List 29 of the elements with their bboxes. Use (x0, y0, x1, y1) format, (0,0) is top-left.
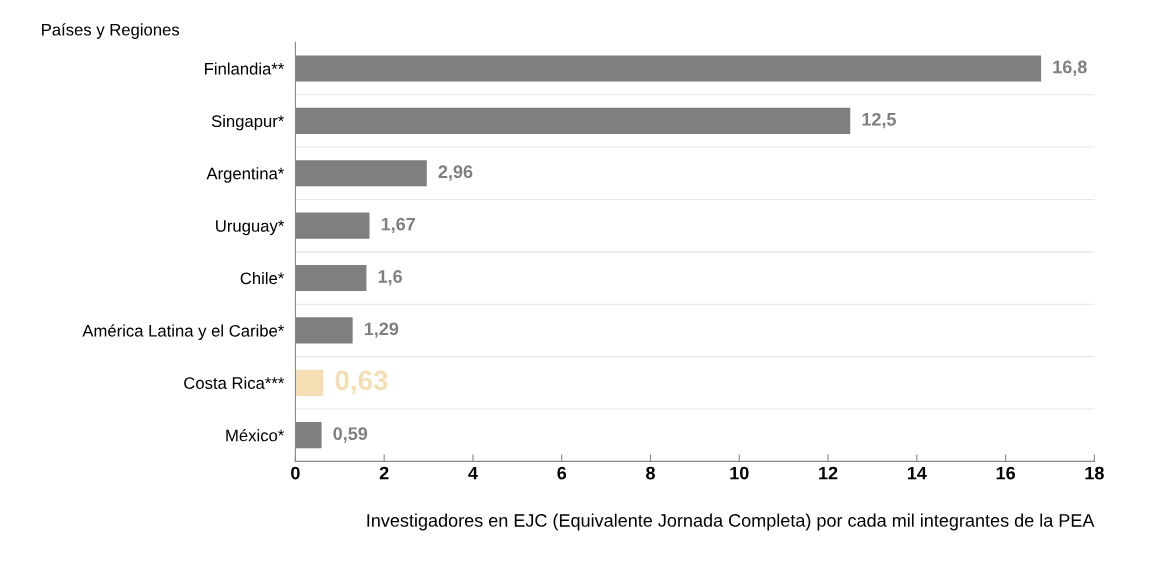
x-tick-label: 14 (907, 466, 927, 480)
data-label: 0,59 (333, 427, 368, 443)
y-axis-title: Países y Regiones (42, 23, 180, 39)
y-tick-label: Uruguay* (216, 220, 285, 236)
x-tick-label: 8 (646, 466, 655, 480)
x-tick-label: 10 (730, 466, 749, 480)
y-tick-label: Argentina* (206, 167, 285, 183)
data-label: 2,96 (438, 165, 473, 181)
y-tick-label: México* (226, 428, 285, 442)
data-label: 0,63 (335, 370, 388, 395)
x-tick-label: 6 (557, 466, 567, 480)
data-label: 12,5 (862, 112, 896, 129)
x-tick-label: 16 (996, 466, 1015, 480)
data-label: 16,8 (1053, 60, 1087, 76)
x-tick-label: 18 (1085, 466, 1104, 480)
y-tick-label: Finlandia** (205, 62, 285, 75)
x-tick-label: 4 (468, 466, 478, 480)
y-tick-label: Costa Rica*** (184, 376, 285, 389)
data-label: 1,67 (381, 217, 415, 234)
bar (295, 369, 324, 396)
data-label: 1,6 (378, 270, 402, 286)
x-tick-label: 12 (819, 466, 838, 480)
x-tick-label: 2 (379, 466, 389, 480)
data-label: 1,29 (364, 322, 399, 338)
y-tick-label: Singapur* (211, 114, 285, 131)
y-tick-label: América Latina y el Caribe* (82, 324, 285, 340)
x-tick-label: 0 (291, 466, 300, 480)
x-axis-title: Investigadores en EJC (Equivalente Jornada Completa) por cada mil integrantes de la PEA (367, 513, 1095, 531)
y-tick-label: Chile* (240, 271, 285, 285)
